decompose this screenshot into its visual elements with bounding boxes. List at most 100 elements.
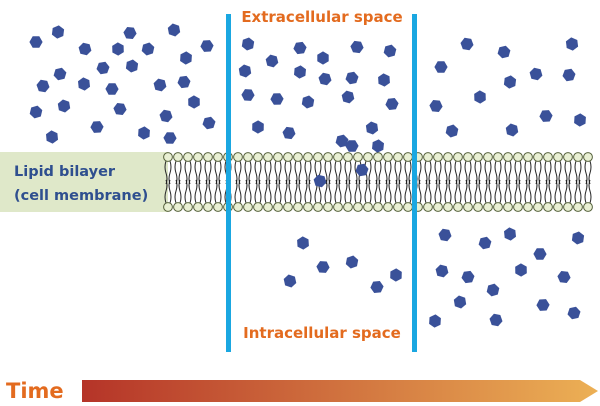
molecule-hexagon-icon	[536, 299, 550, 311]
molecule-hexagon-icon	[78, 42, 92, 56]
molecule-hexagon-icon	[434, 61, 448, 73]
molecule-hexagon-icon	[153, 78, 167, 92]
lipid-molecule	[343, 152, 353, 212]
molecule-hexagon-icon	[180, 51, 192, 65]
lipid-molecule	[533, 152, 543, 212]
molecule-hexagon-icon	[562, 68, 576, 82]
molecule-hexagon-icon	[53, 67, 67, 81]
lipid-molecule	[393, 152, 403, 212]
time-label: Time	[6, 379, 64, 403]
lipid-molecule	[573, 152, 583, 212]
lipid-molecule	[493, 152, 503, 212]
molecule-hexagon-icon	[177, 75, 191, 89]
lipid-molecule	[363, 152, 373, 212]
molecule-hexagon-icon	[486, 283, 500, 297]
molecule-hexagon-icon	[270, 93, 284, 105]
lipid-molecule	[193, 152, 203, 212]
lipid-molecule	[463, 152, 473, 212]
lipid-molecule	[443, 152, 453, 212]
lipid-molecule	[423, 152, 433, 212]
molecule-hexagon-icon	[453, 295, 467, 309]
molecule-hexagon-icon	[557, 271, 571, 283]
molecule-hexagon-icon	[141, 42, 155, 56]
molecule-hexagon-icon	[350, 40, 364, 54]
lipid-molecule	[543, 152, 553, 212]
molecule-hexagon-icon	[36, 79, 50, 93]
molecule-hexagon-icon	[318, 72, 332, 86]
molecule-hexagon-icon	[385, 98, 399, 110]
lipid-molecule	[163, 152, 173, 212]
molecule-hexagon-icon	[567, 306, 581, 320]
molecule-hexagon-icon	[252, 120, 264, 134]
molecule-hexagon-icon	[345, 71, 359, 85]
lipid-molecule	[553, 152, 563, 212]
molecule-hexagon-icon	[96, 61, 110, 75]
molecule-hexagon-icon	[565, 37, 579, 51]
molecule-hexagon-icon	[341, 90, 355, 104]
molecules-group	[29, 23, 586, 328]
molecule-hexagon-icon	[497, 45, 511, 59]
lipid-molecule	[503, 152, 513, 212]
molecule-hexagon-icon	[438, 228, 452, 242]
molecule-hexagon-icon	[504, 227, 516, 241]
molecule-hexagon-icon	[163, 132, 177, 144]
molecule-hexagon-icon	[313, 174, 327, 188]
extracellular-space-label: Extracellular space	[241, 8, 402, 26]
divider-line-right	[412, 14, 417, 352]
molecule-hexagon-icon	[574, 113, 586, 127]
bilayer-label-line2: (cell membrane)	[14, 188, 148, 204]
molecule-hexagon-icon	[571, 231, 585, 245]
molecule-hexagon-icon	[159, 109, 173, 123]
lipid-molecule	[183, 152, 193, 212]
molecule-hexagon-icon	[370, 281, 384, 293]
molecule-hexagon-icon	[105, 83, 119, 95]
molecule-hexagon-icon	[167, 23, 181, 37]
lipid-molecule	[253, 152, 263, 212]
lipid-molecule	[473, 152, 483, 212]
lipid-molecule	[353, 152, 363, 212]
molecule-hexagon-icon	[57, 99, 71, 113]
molecule-hexagon-icon	[460, 37, 474, 51]
divider-line-left	[226, 14, 231, 352]
molecule-hexagon-icon	[505, 123, 519, 137]
molecule-hexagon-icon	[112, 42, 124, 56]
molecule-hexagon-icon	[316, 261, 330, 273]
molecule-hexagon-icon	[474, 90, 486, 104]
molecule-hexagon-icon	[29, 105, 43, 119]
molecule-hexagon-icon	[138, 126, 150, 140]
molecule-hexagon-icon	[435, 264, 449, 278]
molecule-hexagon-icon	[529, 67, 543, 81]
molecule-hexagon-icon	[533, 248, 547, 260]
molecule-hexagon-icon	[378, 73, 390, 87]
lipid-molecule	[273, 152, 283, 212]
molecule-hexagon-icon	[29, 36, 43, 48]
molecule-hexagon-icon	[515, 263, 527, 277]
molecule-hexagon-icon	[51, 25, 65, 39]
lipid-molecule	[373, 152, 383, 212]
molecule-hexagon-icon	[429, 314, 441, 328]
molecule-hexagon-icon	[317, 51, 329, 65]
lipid-molecule	[383, 152, 393, 212]
lipid-molecule	[263, 152, 273, 212]
molecule-hexagon-icon	[200, 40, 214, 52]
lipid-molecule	[323, 152, 333, 212]
molecule-hexagon-icon	[202, 116, 216, 130]
lipid-molecule	[523, 152, 533, 212]
lipid-molecule	[203, 152, 213, 212]
molecule-hexagon-icon	[390, 268, 402, 282]
lipid-molecule	[243, 152, 253, 212]
molecule-hexagon-icon	[46, 130, 58, 144]
molecule-hexagon-icon	[293, 41, 307, 55]
molecule-hexagon-icon	[335, 134, 349, 148]
molecule-hexagon-icon	[297, 236, 309, 250]
molecule-hexagon-icon	[282, 126, 296, 140]
lipid-molecule	[453, 152, 463, 212]
molecule-hexagon-icon	[125, 59, 139, 73]
molecule-hexagon-icon	[241, 37, 255, 51]
molecule-hexagon-icon	[478, 236, 492, 250]
lipid-molecule	[213, 152, 223, 212]
molecule-hexagon-icon	[365, 121, 379, 135]
molecule-hexagon-icon	[265, 54, 279, 68]
time-arrow	[82, 380, 598, 402]
